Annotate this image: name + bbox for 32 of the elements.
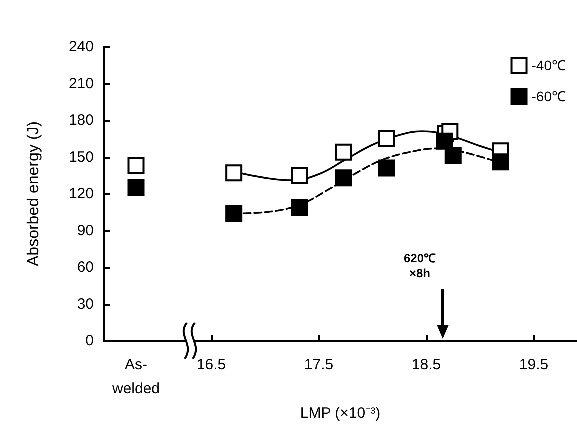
point	[291, 198, 308, 216]
annotation: 620℃ ×8h	[404, 252, 436, 280]
x-axis-title: LMP (×10⁻³)	[300, 404, 381, 422]
point	[492, 154, 510, 171]
point	[335, 170, 352, 187]
x-tick-label: 16.5	[196, 356, 226, 374]
point	[128, 179, 145, 196]
y-tick-label: 60	[77, 259, 94, 276]
x-tick-label: As- welded	[111, 356, 160, 398]
x-tick-label: 19.5	[519, 356, 549, 374]
point	[291, 167, 308, 184]
point	[226, 164, 243, 182]
point	[378, 130, 396, 148]
legend-label: -40℃	[532, 58, 566, 74]
y-tick-label: 150	[68, 148, 94, 166]
legend-label: -60℃	[532, 88, 566, 104]
y-tick-label: 180	[68, 112, 94, 129]
point	[436, 132, 454, 150]
point	[226, 205, 243, 222]
y-tick-label: 240	[68, 38, 94, 56]
y-axis-title: Absorbed energy (J)	[26, 122, 42, 266]
y-tick-label: 210	[68, 75, 94, 92]
y-tick-label: 0	[86, 332, 94, 350]
y-tick-label: 30	[77, 296, 94, 313]
point	[128, 157, 145, 174]
point	[444, 148, 462, 165]
point	[378, 160, 396, 177]
point	[335, 144, 352, 161]
y-tick-label: 90	[77, 222, 94, 240]
y-tick-label: 120	[68, 186, 94, 202]
x-tick-label: 18.5	[412, 356, 442, 374]
x-tick-label: 17.5	[304, 356, 334, 374]
